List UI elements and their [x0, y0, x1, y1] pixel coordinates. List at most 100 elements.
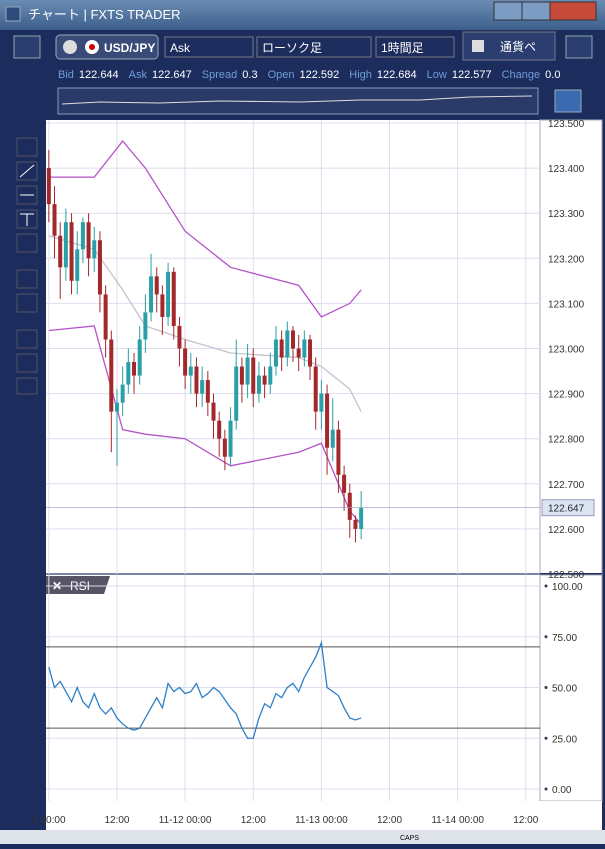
candle-body [103, 294, 108, 340]
close-button[interactable] [549, 1, 597, 21]
app-icon [5, 6, 21, 22]
candle-body [137, 339, 142, 376]
y-tick-label: 123.400 [548, 164, 585, 175]
candle-body [80, 222, 85, 250]
symbol: USD/JPY [104, 41, 155, 55]
candle-body [268, 366, 273, 385]
y-tick-label: 25.00 [552, 734, 577, 745]
pair-label: 通貨ペ [500, 39, 536, 54]
flag-us [63, 40, 77, 54]
quote-label: Ask [129, 69, 148, 81]
flag-jp-dot [89, 44, 95, 50]
time-axis [46, 801, 602, 830]
minimize-button[interactable] [493, 1, 523, 21]
candle-body [154, 276, 159, 295]
candle-body [188, 366, 193, 376]
symbol-selector[interactable] [55, 34, 159, 60]
chart-type-select[interactable] [256, 36, 372, 58]
quote-value: 0.3 [242, 69, 257, 81]
price-side: Ask [170, 41, 191, 55]
candle-body [166, 271, 171, 317]
candle-body [58, 235, 63, 268]
candle-body [217, 420, 222, 439]
x-tick-label: 12:00 [241, 815, 266, 826]
tool-list[interactable] [16, 353, 38, 373]
candle-body [75, 249, 80, 281]
y-tick-label: 122.700 [548, 480, 585, 491]
candle-body [92, 240, 97, 259]
y-tick-label: 122.800 [548, 435, 585, 446]
candle-body [63, 222, 68, 268]
y-tick-mark [544, 635, 548, 639]
candle-body [251, 357, 256, 394]
candle-body [285, 330, 290, 358]
candle-body [114, 402, 119, 412]
candle-body [342, 474, 347, 493]
x-tick-label: 12:00 [513, 815, 538, 826]
candle-body [205, 380, 210, 403]
candle-body [52, 204, 57, 236]
y-tick-label: 122.500 [548, 570, 585, 581]
candle-body [46, 168, 51, 205]
candle-body [132, 362, 137, 376]
candle-body [330, 429, 335, 448]
period-select[interactable] [375, 36, 455, 58]
y-tick-mark [544, 736, 548, 740]
candle-body [97, 240, 102, 295]
candle-body [171, 271, 176, 326]
candle-body [69, 222, 74, 281]
quote-value: 0.0 [545, 69, 560, 81]
rsi-tab[interactable] [46, 576, 110, 594]
y-tick-mark [544, 686, 548, 689]
quote-label: Open [268, 69, 295, 81]
tool-arrow[interactable] [16, 329, 38, 349]
period: 1時間足 [381, 41, 424, 55]
tool-hline[interactable] [16, 185, 38, 205]
maximize-button[interactable] [521, 1, 551, 21]
candle-body [262, 375, 267, 385]
price-side-select[interactable] [164, 36, 254, 58]
quote-label: Change [502, 69, 541, 81]
chart-type: ローソク足 [262, 41, 322, 55]
candle-body [302, 339, 307, 358]
x-tick-label: 11-12 00:00 [159, 815, 212, 826]
candle-body [353, 519, 358, 529]
quote-label: Spread [202, 69, 237, 81]
range-slider[interactable] [57, 87, 539, 115]
y-tick-label: 123.100 [548, 299, 585, 310]
tool-pointer[interactable] [16, 137, 38, 157]
last-price-box [541, 499, 595, 517]
add-button[interactable] [13, 35, 41, 59]
candle-body [222, 438, 227, 457]
tool-fibo-lines[interactable] [16, 293, 38, 313]
candle-body [239, 366, 244, 385]
bollinger-band [48, 325, 362, 525]
candle-body [120, 384, 125, 403]
rsi-line [48, 640, 362, 739]
last-price-label: 122.647 [548, 504, 585, 515]
y-tick-label: 123.300 [548, 209, 585, 220]
tool-channel[interactable] [16, 233, 38, 253]
tool-camera[interactable] [16, 377, 38, 395]
rsi-axis [539, 574, 603, 802]
candle-body [143, 312, 148, 340]
quote-value: 122.577 [452, 69, 492, 81]
pair-checkbox[interactable] [472, 40, 484, 52]
y-tick-label: 123.500 [548, 119, 585, 130]
quote-label: High [349, 69, 372, 81]
candle-body [359, 507, 364, 529]
zoom-button[interactable] [554, 89, 582, 113]
x-tick-label: 11-13 00:00 [295, 815, 348, 826]
candle-body [211, 402, 216, 421]
range-slider-preview [61, 95, 533, 105]
y-tick-label: 123.000 [548, 345, 585, 356]
tool-line[interactable] [16, 161, 38, 181]
tool-vline[interactable] [16, 209, 38, 229]
undock-button[interactable] [565, 35, 593, 59]
quote-bar: Bid 122.644 Ask 122.647 Spread 0.3 Open 122.592… [58, 69, 560, 81]
candle-body [336, 429, 341, 475]
tool-fibo[interactable] [16, 269, 38, 289]
quote-value: 122.647 [152, 69, 192, 81]
bollinger-band [48, 140, 362, 318]
